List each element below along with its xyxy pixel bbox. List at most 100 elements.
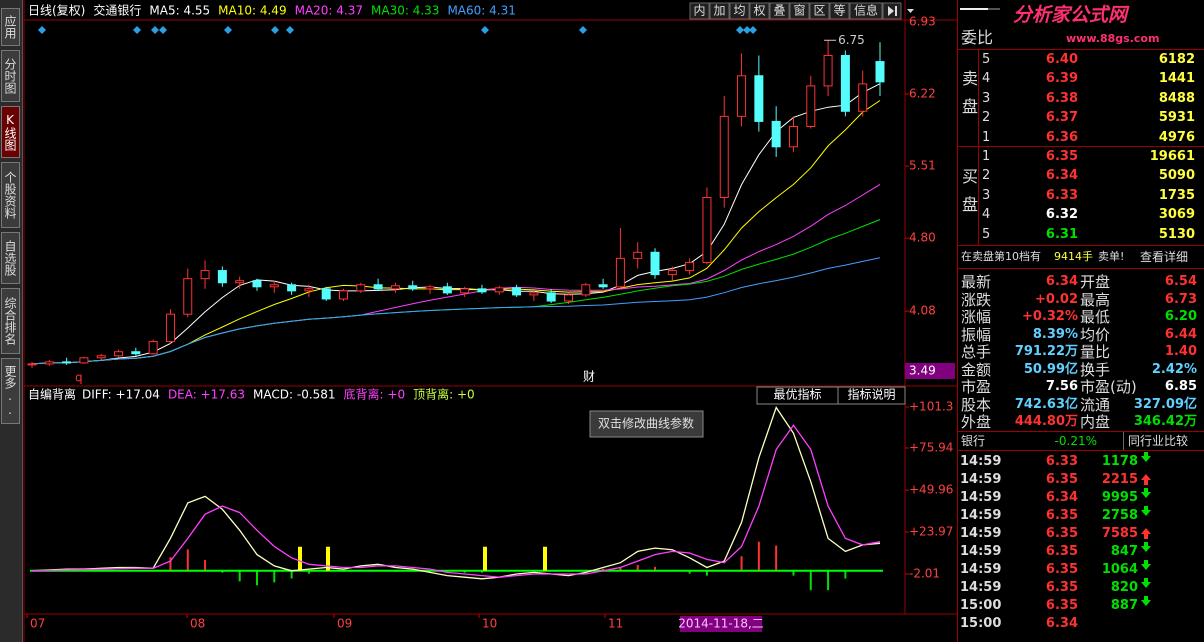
trade-time: 14:59: [960, 508, 1002, 523]
order-volume: 5931: [1158, 110, 1195, 126]
toolbar-button[interactable]: [769, 2, 790, 20]
logo: 分析家公式网: [1013, 4, 1128, 26]
order-price: 6.33: [1045, 187, 1078, 203]
trade-price: 6.33: [1045, 454, 1078, 469]
toolbar-button[interactable]: [789, 2, 810, 20]
order-level: 2: [982, 168, 991, 184]
indicator-button-label[interactable]: 指标说明: [847, 387, 895, 402]
sidebar-tab[interactable]: K线图: [1, 106, 20, 158]
toolbar-button[interactable]: [809, 2, 830, 20]
candle-body: [200, 270, 210, 280]
notice-link[interactable]: 查看详细: [1140, 250, 1189, 264]
candle-body: [356, 284, 366, 292]
price-axis-label: 6.22: [909, 87, 936, 101]
candle-body: [373, 284, 383, 290]
sidebar-tab[interactable]: 更多..: [1, 358, 20, 424]
signal-diamond: [151, 26, 159, 34]
dea-line: [31, 424, 881, 578]
trade-volume: 7585: [1101, 526, 1138, 541]
trade-arrow: [1141, 564, 1151, 570]
candle-body: [858, 83, 868, 112]
sidebar-tab[interactable]: 自选股: [1, 232, 20, 284]
stat-value: 6.34: [1045, 274, 1078, 289]
x-axis-label: 10: [482, 617, 497, 631]
toolbar-button[interactable]: [849, 2, 883, 20]
candle-body: [563, 294, 573, 302]
trade-volume: 887: [1110, 598, 1138, 613]
indicator-axis-label: -2.01: [909, 567, 940, 581]
stat-value: 346.42万: [1133, 414, 1197, 429]
toolbar-label[interactable]: 权: [753, 4, 765, 18]
sidebar-tab[interactable]: 个股资料: [1, 162, 20, 228]
price-axis-label: 6.93: [909, 15, 936, 29]
icon: [907, 9, 914, 13]
stat-value: 8.39%: [1032, 326, 1078, 342]
trade-arrow-stem: [1144, 488, 1148, 493]
stat-label: 总手: [961, 343, 992, 361]
order-price: 6.37: [1045, 110, 1078, 126]
candle-body: [217, 270, 227, 284]
toolbar-button[interactable]: [729, 2, 750, 20]
sidebar-tab[interactable]: 综合排名: [1, 288, 20, 354]
toolbar-button[interactable]: [689, 2, 710, 20]
order-level: 1: [982, 149, 991, 164]
trade-time: 14:59: [960, 472, 1002, 487]
candle-body: [148, 341, 158, 355]
ask-label: 卖盘: [959, 70, 978, 126]
trade-volume: 2215: [1101, 472, 1138, 487]
trade-price: 6.35: [1045, 544, 1078, 559]
order-volume: 4976: [1158, 129, 1195, 145]
trade-time: 15:00: [960, 616, 1002, 631]
indicator-button-label[interactable]: 最优指标: [773, 387, 821, 402]
toolbar-label[interactable]: 内: [693, 4, 705, 18]
high-label: 6.75: [838, 33, 865, 47]
trade-arrow-stem: [1144, 480, 1148, 485]
divergence-signal: [326, 546, 330, 571]
divergence-signal: [298, 546, 302, 571]
candle-body: [667, 270, 677, 276]
stat-value: 50.99亿: [1023, 361, 1078, 377]
toolbar-label[interactable]: 区: [813, 4, 825, 18]
toolbar-label[interactable]: 加: [713, 4, 725, 18]
toolbar-label[interactable]: 等: [833, 4, 845, 18]
toolbar-label[interactable]: 叠: [773, 4, 785, 18]
sidebar-tab[interactable]: 分时图: [1, 50, 20, 102]
order-price: 6.31: [1045, 226, 1078, 242]
separator: [958, 450, 1204, 451]
candle-body: [512, 287, 522, 296]
stat-label: 外盘: [961, 413, 992, 431]
toolbar-label[interactable]: 信息: [854, 3, 878, 18]
x-axis-label: 08: [190, 617, 205, 631]
candle-body: [875, 61, 885, 83]
toolbar-button[interactable]: [709, 2, 730, 20]
order-price: 6.35: [1045, 149, 1078, 164]
indicator-button[interactable]: [837, 386, 906, 405]
sidebar: 应用分时图 K线图个股资料自选股综合排名更多..: [0, 0, 23, 642]
tooltip-text: 双击修改曲线参数: [598, 416, 694, 431]
candle-body: [408, 285, 418, 290]
trade-arrow: [1141, 510, 1151, 516]
trade-volume: 2758: [1101, 508, 1138, 523]
stat-label: 均价: [1080, 325, 1111, 344]
order-volume: 5130: [1158, 226, 1195, 242]
candle-body: [529, 292, 539, 296]
candle-body: [615, 257, 625, 288]
sector-compare[interactable]: 同行业比较: [1123, 432, 1188, 450]
candle-body: [165, 313, 175, 343]
header-label: MA60: 4.31: [447, 4, 515, 18]
event-marker: q: [75, 371, 83, 385]
signal-diamond: [749, 26, 757, 34]
toolbar-button[interactable]: [749, 2, 770, 20]
sidebar-tab[interactable]: 应用: [1, 8, 20, 46]
header-label: MA5: 4.55: [149, 4, 210, 18]
event-marker: 财: [583, 370, 595, 384]
order-price: 6.39: [1045, 71, 1078, 87]
candle-body: [79, 357, 89, 364]
toolbar-button[interactable]: [829, 2, 850, 20]
toolbar-label[interactable]: 窗: [793, 4, 805, 18]
order-price: 6.40: [1045, 52, 1078, 67]
toolbar-label[interactable]: 均: [733, 4, 745, 18]
trade-time: 14:59: [960, 580, 1002, 595]
signal-diamond: [579, 26, 587, 34]
